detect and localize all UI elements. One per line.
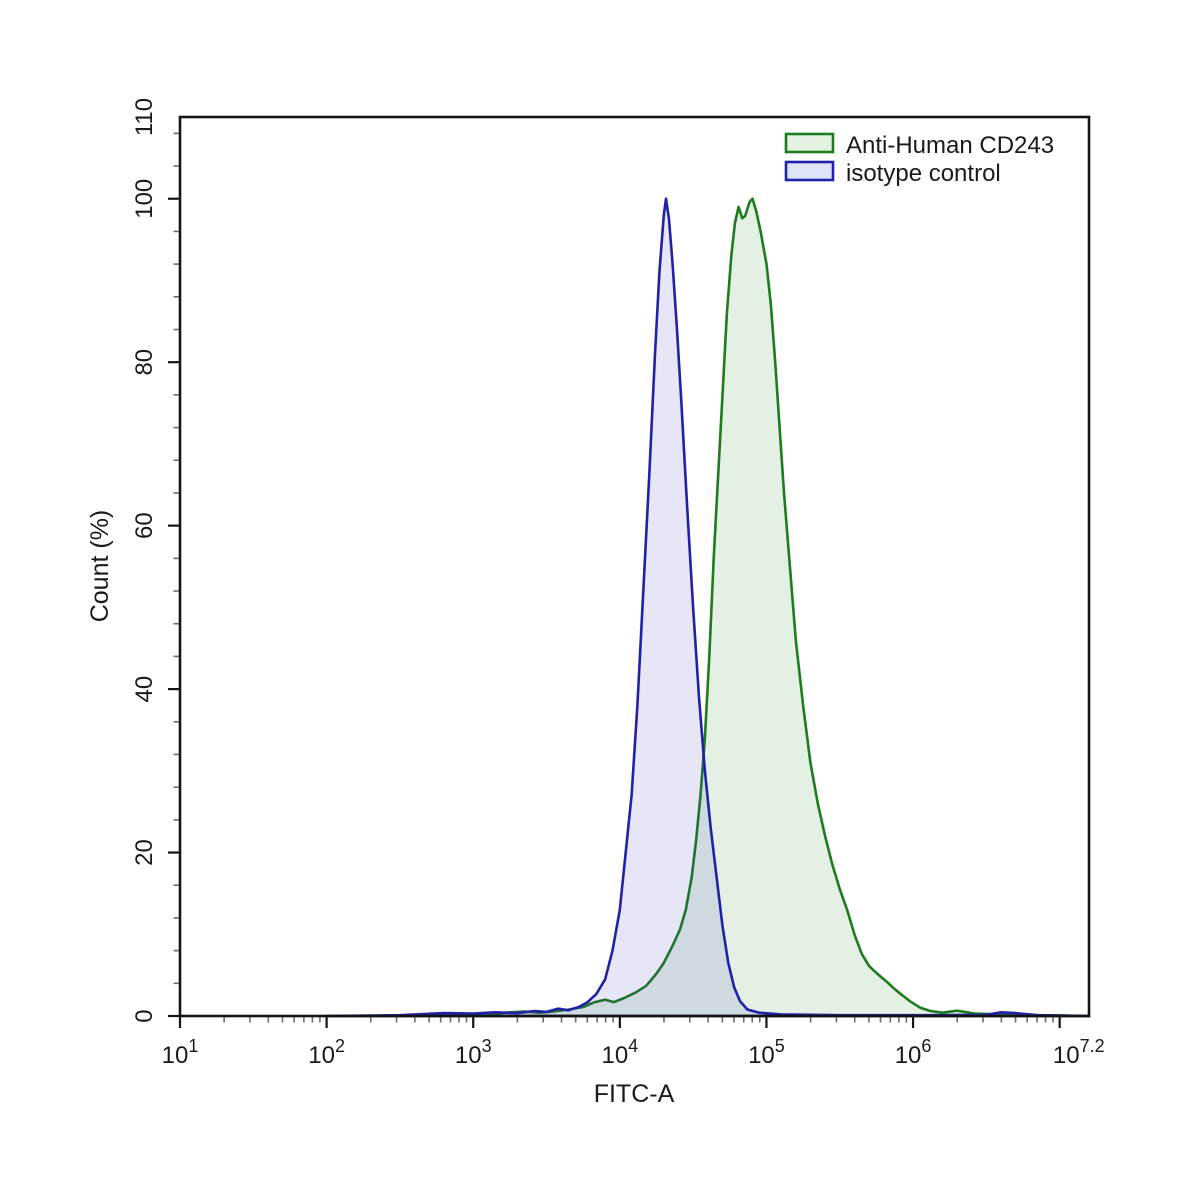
x-tick-label: 104: [601, 1036, 638, 1069]
legend-label-isotype-control: isotype control: [846, 160, 1001, 187]
plot-border: [178, 115, 1091, 1018]
y-tick-label: 100: [131, 179, 158, 219]
axis-ticks: [168, 132, 1061, 1028]
x-tick-label: 107.2: [1053, 1036, 1105, 1069]
x-tick-label: 105: [748, 1036, 785, 1069]
x-axis-label: FITC-A: [594, 1080, 675, 1108]
y-tick-label: 60: [131, 512, 158, 539]
axis-tick-labels: 101 102 103 104 105 106 107.2 0 20 40 60 80 100 110: [131, 98, 1105, 1069]
legend-swatch-isotype-control: [784, 160, 835, 182]
histogram-curves: [325, 197, 1091, 1018]
y-tick-label: 80: [131, 349, 158, 376]
y-tick-label: 0: [131, 1009, 158, 1022]
y-tick-label: 20: [131, 839, 158, 866]
legend: Anti-Human CD243 isotype control: [784, 132, 1054, 187]
legend-swatch-anti-human-cd243: [784, 132, 835, 154]
x-tick-label: 106: [895, 1036, 932, 1069]
x-tick-label: 101: [162, 1036, 199, 1069]
y-axis-label: Count (%): [86, 510, 114, 623]
y-tick-label: 110: [131, 98, 158, 136]
series-isotype-control-curve: [325, 197, 1091, 1018]
x-tick-label: 103: [455, 1036, 492, 1069]
x-tick-label: 102: [308, 1036, 345, 1069]
y-tick-label: 40: [131, 676, 158, 703]
series-anti-human-cd243-curve: [325, 197, 1091, 1018]
legend-label-anti-human-cd243: Anti-Human CD243: [846, 132, 1054, 159]
